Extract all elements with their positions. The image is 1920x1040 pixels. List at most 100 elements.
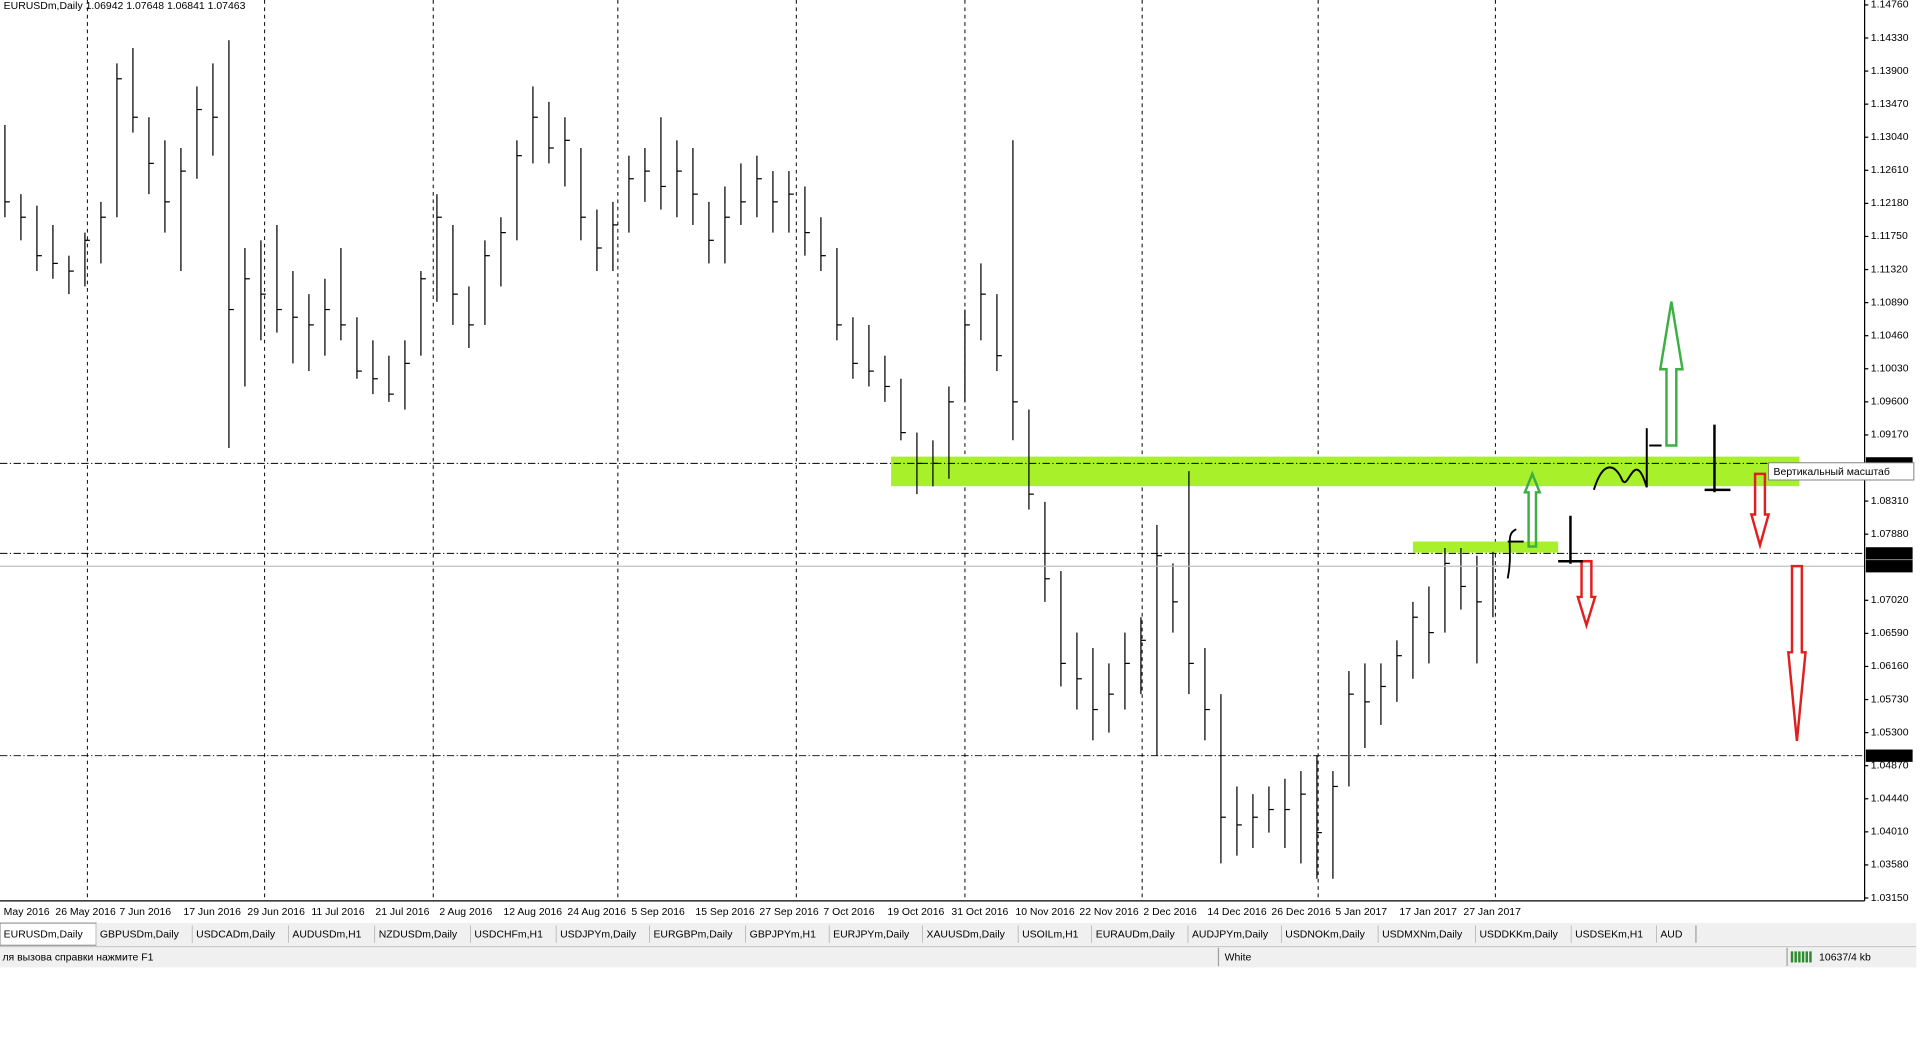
hand-drawing[interactable] — [1704, 424, 1731, 493]
x-tick-label: 27 Sep 2016 — [759, 907, 818, 918]
tab[interactable]: GBPUSDm,Daily — [96, 923, 194, 946]
tab[interactable]: EURGBPm,Daily — [649, 923, 747, 946]
y-tick-label: 1.08310 — [1871, 496, 1909, 507]
y-tick-label: 1.04010 — [1871, 827, 1909, 838]
arrow-down[interactable] — [1786, 564, 1807, 742]
arrow-up[interactable] — [1658, 301, 1684, 447]
tab-background — [1188, 923, 1282, 946]
x-tick-label: 7 Oct 2016 — [823, 907, 874, 918]
current-price-label: 1.07463 — [1870, 561, 1908, 572]
price-bars — [4, 40, 1498, 879]
tab[interactable]: EURAUDm,Daily — [1092, 923, 1189, 946]
tab[interactable]: XAUUSDm,Daily — [922, 923, 1020, 946]
y-tick-label: 1.11750 — [1871, 231, 1908, 242]
y-tick-label: 1.13900 — [1871, 66, 1909, 77]
tooltip-box — [1768, 462, 1915, 481]
tab-label: EURAUDm,Daily — [1096, 930, 1176, 941]
x-tick-label: May 2016 — [4, 907, 50, 918]
tab[interactable]: EURJPYm,Daily — [829, 923, 924, 946]
tab-label: NZDUSDm,Daily — [379, 930, 458, 941]
y-tick-label: 1.10460 — [1871, 330, 1909, 341]
tab-background — [1092, 923, 1189, 946]
x-tick-label: 7 Jun 2016 — [119, 907, 171, 918]
tab-background — [1281, 923, 1379, 946]
tab-background — [375, 923, 471, 946]
tooltip-text: Вертикальный масштаб — [1774, 466, 1890, 478]
y-tick-label: 1.03150 — [1871, 893, 1909, 904]
tab-background — [1475, 923, 1572, 946]
tab-background — [649, 923, 747, 946]
tab-background — [922, 923, 1019, 946]
tooltip: Вертикальный масштаб — [1768, 462, 1915, 481]
hand-drawing[interactable] — [1506, 528, 1524, 579]
tab-background — [1571, 923, 1657, 946]
status-template: White — [1225, 952, 1252, 963]
level-label-box — [1865, 749, 1913, 762]
y-tick-label: 1.06590 — [1871, 628, 1909, 639]
y-tick-label: 1.14330 — [1871, 33, 1909, 44]
tab-background — [288, 923, 376, 946]
x-tick-label: 15 Sep 2016 — [695, 907, 754, 918]
y-tick-label: 1.07880 — [1871, 529, 1909, 540]
x-tick-label: 26 Dec 2016 — [1271, 907, 1330, 918]
tab[interactable]: USDJPYm,Daily — [556, 923, 651, 946]
resistance-zone[interactable] — [891, 456, 1800, 487]
tab[interactable]: USDCHFm,H1 — [470, 923, 558, 946]
tab-label: USDNOKm,Daily — [1285, 930, 1365, 941]
tab-label: USOILm,H1 — [1022, 930, 1079, 941]
x-tick-label: 11 Jul 2016 — [311, 907, 364, 918]
resistance-zone-small[interactable] — [1412, 541, 1559, 553]
tab-label: USDJPYm,Daily — [560, 930, 637, 941]
arrow-up[interactable] — [1523, 470, 1542, 548]
tab[interactable]: EURUSDm,Daily — [0, 922, 97, 946]
x-tick-label: 21 Jul 2016 — [375, 907, 429, 918]
tab-label: USDDKKm,Daily — [1479, 930, 1558, 941]
tab-label: XAUUSDm,Daily — [926, 930, 1005, 941]
x-tick-label: 12 Aug 2016 — [503, 907, 562, 918]
y-tick-label: 1.10030 — [1871, 364, 1909, 375]
y-tick-label: 1.09170 — [1871, 430, 1909, 441]
arrow-down[interactable] — [1749, 472, 1771, 550]
level-label-box — [1865, 547, 1913, 560]
hand-drawing[interactable] — [1558, 515, 1583, 564]
tab[interactable]: USDCADm,Daily — [192, 923, 290, 946]
x-tick-label: 2 Dec 2016 — [1143, 907, 1197, 918]
hand-drawing[interactable] — [1592, 428, 1662, 491]
tab[interactable]: USOILm,H1 — [1018, 923, 1093, 946]
tab[interactable]: USDDKKm,Daily — [1475, 923, 1573, 946]
tab[interactable]: USDMXNm,Daily — [1378, 923, 1477, 946]
tab-label: EURGBPm,Daily — [653, 930, 733, 941]
tab[interactable]: GBPJPYm,H1 — [746, 923, 831, 946]
tab-background — [556, 923, 650, 946]
x-tick-label: 5 Jan 2017 — [1335, 907, 1387, 918]
tab-label: EURUSDm,Daily — [4, 930, 84, 941]
chart-title: EURUSDm,Daily 1.06942 1.07648 1.06841 1.… — [4, 1, 246, 12]
x-tick-label: 31 Oct 2016 — [951, 907, 1008, 918]
y-tick-label: 1.04870 — [1871, 760, 1909, 771]
x-tick-label: 17 Jan 2017 — [1399, 907, 1457, 918]
chart-area — [86, 0, 1800, 901]
tab-background — [746, 923, 830, 946]
tab-background — [192, 923, 289, 946]
tab[interactable]: NZDUSDm,Daily — [375, 923, 472, 946]
tab-background — [96, 923, 193, 946]
arrow-down[interactable] — [1576, 560, 1597, 630]
tab[interactable]: AUDJPYm,Daily — [1188, 923, 1283, 946]
tab[interactable]: AUD — [1656, 923, 1697, 946]
y-tick-label: 1.13040 — [1871, 132, 1909, 143]
tab[interactable]: USDNOKm,Daily — [1281, 923, 1380, 946]
tab-label: GBPUSDm,Daily — [100, 930, 180, 941]
x-tick-label: 5 Sep 2016 — [631, 907, 685, 918]
tab-label: AUD — [1660, 930, 1683, 941]
x-tick-label: 27 Jan 2017 — [1463, 907, 1521, 918]
tab-label: USDMXNm,Daily — [1382, 930, 1463, 941]
tab-label: AUDJPYm,Daily — [1192, 930, 1269, 941]
tab[interactable]: USDSEKm,H1 — [1571, 923, 1658, 946]
tab-label: AUDUSDm,H1 — [292, 930, 361, 941]
tab[interactable]: AUDUSDm,H1 — [288, 923, 376, 946]
y-tick-label: 1.05300 — [1871, 727, 1909, 738]
y-tick-label: 1.03580 — [1871, 860, 1909, 871]
y-tick-label: 1.10890 — [1871, 297, 1909, 308]
